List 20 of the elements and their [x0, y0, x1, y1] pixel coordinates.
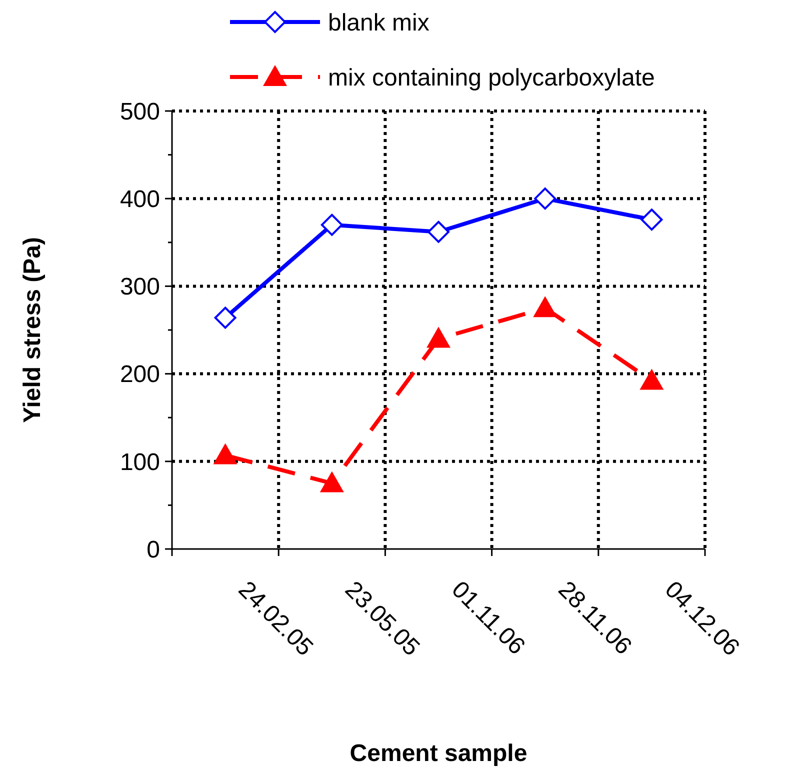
point [640, 208, 663, 231]
y-tick-label: 0 [146, 536, 160, 564]
y-tick-label: 300 [120, 274, 160, 301]
point [534, 188, 556, 210]
point [320, 471, 344, 492]
point [426, 326, 450, 348]
legend-label: blank mix [328, 9, 430, 36]
y-tick-label: 400 [120, 186, 160, 213]
y-tick-label: 500 [120, 98, 160, 126]
y-tick-label: 200 [120, 361, 160, 388]
point [533, 296, 558, 318]
point [428, 220, 450, 243]
y-axis-title: Yield stress (Pa) [19, 237, 46, 423]
y-tick-label: 100 [120, 448, 160, 476]
point [213, 443, 238, 464]
point [214, 306, 236, 329]
x-axis-title: Cement sample [350, 740, 528, 767]
point [320, 214, 343, 236]
point [640, 368, 664, 390]
legend-label: mix containing polycarboxylate [328, 64, 655, 92]
